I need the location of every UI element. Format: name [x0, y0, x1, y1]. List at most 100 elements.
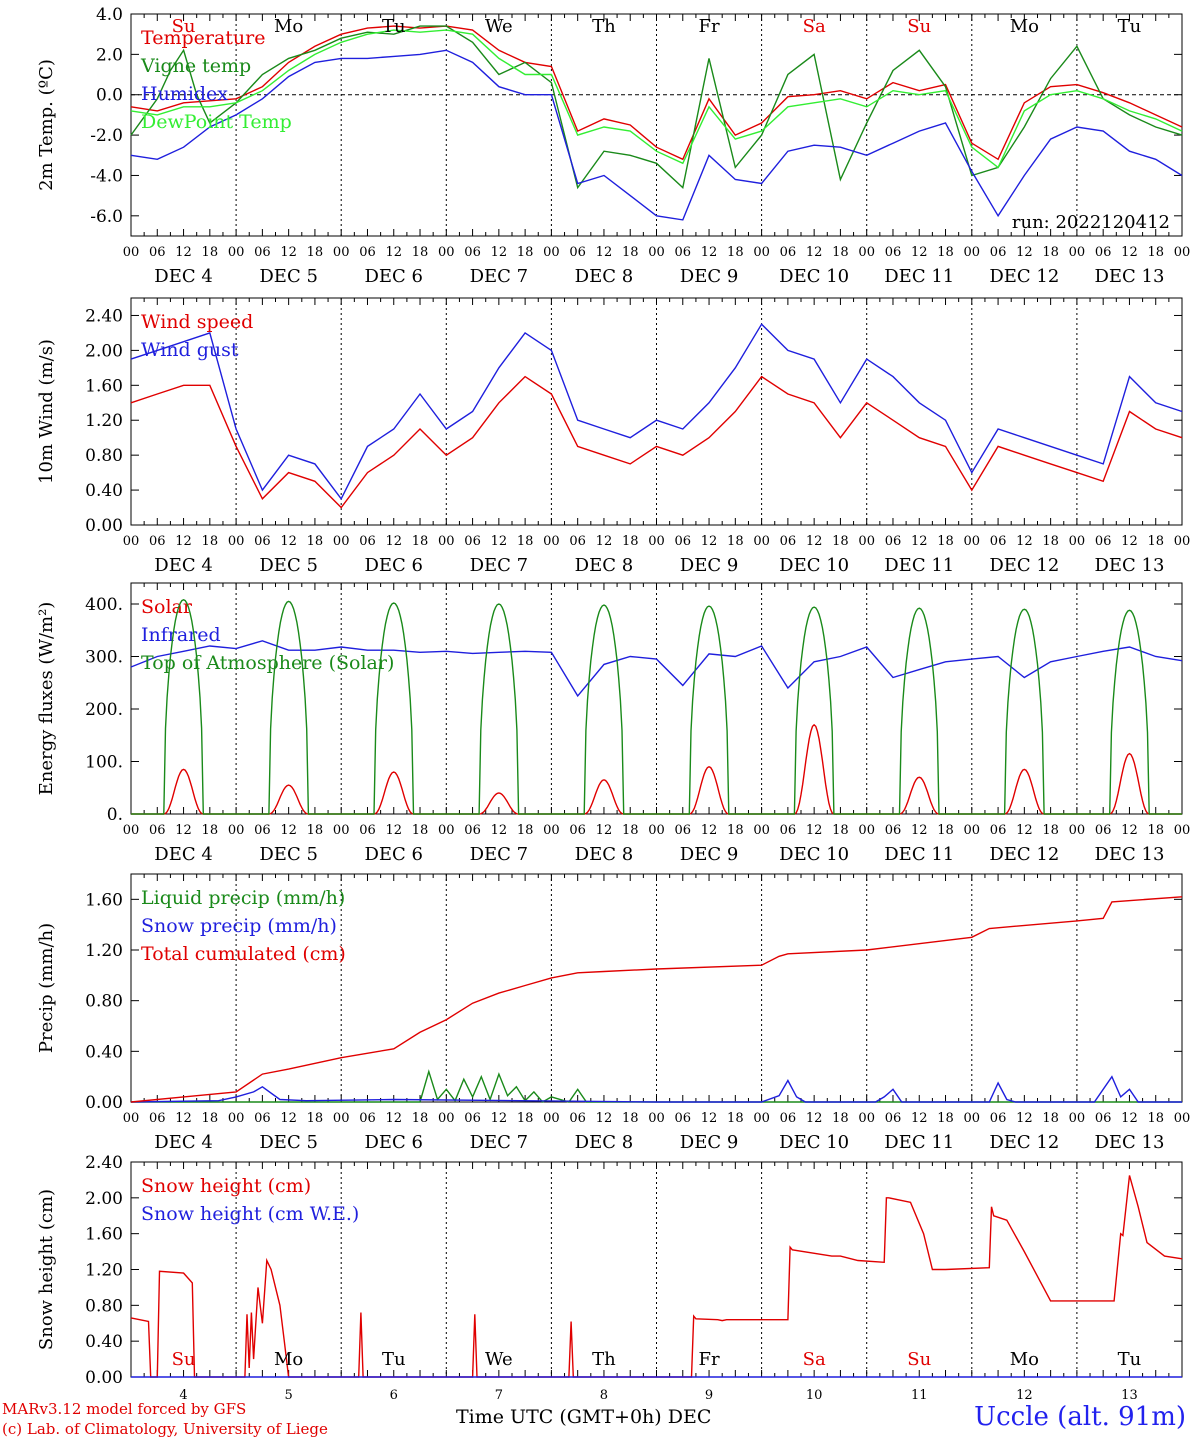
hour-tick-label: 06 — [569, 534, 586, 549]
hour-tick-label: 00 — [228, 534, 245, 549]
hour-tick-label: 12 — [596, 534, 613, 549]
series-line-wind-gust — [130, 323, 1183, 501]
day-label: DEC 8 — [575, 1132, 634, 1153]
day-label: DEC 7 — [470, 555, 529, 576]
y-tick-label: 0.40 — [85, 1332, 123, 1352]
hour-tick-label: 12 — [596, 823, 613, 838]
day-number-label: 9 — [705, 1388, 713, 1403]
hour-tick-label: 18 — [517, 245, 534, 260]
hour-tick-label: 00 — [543, 823, 560, 838]
weekday-label: Fr — [699, 1349, 720, 1370]
hour-tick-label: 00 — [858, 1111, 875, 1126]
hour-tick-label: 00 — [964, 245, 981, 260]
day-label: DEC 7 — [470, 1132, 529, 1153]
day-label: DEC 9 — [680, 266, 739, 287]
hour-tick-label: 18 — [622, 823, 639, 838]
hour-tick-label: 00 — [753, 823, 770, 838]
hour-tick-label: 06 — [885, 823, 902, 838]
weekday-label: Tu — [382, 16, 406, 37]
hour-tick-label: 06 — [359, 823, 376, 838]
hour-tick-label: 12 — [701, 823, 718, 838]
hour-tick-label: 00 — [438, 534, 455, 549]
hour-tick-label: 18 — [202, 1111, 219, 1126]
day-label: DEC 4 — [154, 1132, 213, 1153]
station-name: Uccle (alt. 91m) — [974, 1402, 1186, 1432]
day-label: DEC 9 — [680, 555, 739, 576]
hour-tick-label: 18 — [1147, 1111, 1164, 1126]
y-tick-label: 300. — [85, 648, 123, 668]
hour-tick-label: 12 — [491, 1111, 508, 1126]
hour-tick-label: 06 — [885, 534, 902, 549]
hour-tick-label: 06 — [990, 534, 1007, 549]
hour-tick-label: 06 — [149, 1111, 166, 1126]
hour-tick-label: 18 — [622, 534, 639, 549]
hour-tick-label: 06 — [149, 534, 166, 549]
hour-tick-label: 12 — [491, 823, 508, 838]
hour-tick-label: 00 — [964, 534, 981, 549]
y-tick-label: 0.80 — [85, 446, 123, 466]
hour-tick-label: 12 — [806, 245, 823, 260]
hour-tick-label: 00 — [123, 534, 140, 549]
panel-4: 0.00 0.40 0.80 1.20 1.60 Precip (mm/h) Liquid … — [36, 873, 1190, 1153]
hour-tick-label: 00 — [543, 534, 560, 549]
hour-tick-label: 00 — [543, 1111, 560, 1126]
y-tick-label: 2.40 — [85, 1153, 123, 1173]
y-tick-label: -2.0 — [90, 126, 123, 146]
legend-entry: Wind gust — [141, 339, 239, 361]
hour-tick-label: 06 — [569, 245, 586, 260]
series-line-humidex — [130, 49, 1183, 221]
hour-tick-label: 18 — [517, 1111, 534, 1126]
hour-tick-label: 06 — [1095, 534, 1112, 549]
hour-tick-label: 18 — [832, 245, 849, 260]
y-axis-label: 2m Temp. (ºC) — [36, 59, 57, 191]
day-label: DEC 13 — [1094, 555, 1164, 576]
day-label: DEC 5 — [259, 555, 318, 576]
day-label: DEC 10 — [779, 266, 849, 287]
hour-tick-label: 06 — [1095, 823, 1112, 838]
day-label: DEC 10 — [779, 1132, 849, 1153]
hour-tick-label: 06 — [1095, 245, 1112, 260]
day-label: DEC 5 — [259, 844, 318, 865]
hour-tick-label: 18 — [832, 534, 849, 549]
hour-tick-label: 12 — [1121, 1111, 1138, 1126]
hour-tick-label: 00 — [438, 823, 455, 838]
hour-tick-label: 06 — [359, 534, 376, 549]
legend-entry: Temperature — [141, 27, 265, 49]
hour-tick-label: 12 — [701, 534, 718, 549]
hour-tick-label: 00 — [333, 823, 350, 838]
panel-1: 4.0 2.0 0.0 -2.0 -4.0 -6.0 2m Temp. (ºC) Temper… — [36, 5, 1190, 287]
hour-tick-label: 18 — [517, 534, 534, 549]
hour-tick-label: 00 — [753, 1111, 770, 1126]
day-number-label: 8 — [600, 1388, 608, 1403]
day-number-label: 6 — [390, 1388, 398, 1403]
hour-tick-label: 06 — [149, 823, 166, 838]
hour-tick-label: 00 — [123, 823, 140, 838]
day-label: DEC 8 — [575, 266, 634, 287]
hour-tick-label: 06 — [464, 245, 481, 260]
hour-tick-label: 12 — [806, 823, 823, 838]
series-line-top-of-atmosphere-solar- — [131, 599, 1182, 815]
hour-tick-label: 12 — [1016, 1111, 1033, 1126]
weekday-label: We — [485, 16, 513, 37]
hour-tick-label: 00 — [438, 245, 455, 260]
hour-tick-label: 00 — [858, 534, 875, 549]
y-tick-label: 0.40 — [85, 481, 123, 501]
day-label: DEC 5 — [259, 1132, 318, 1153]
y-tick-label: -4.0 — [90, 166, 123, 186]
hour-tick-label: 00 — [543, 245, 560, 260]
series-line-dewpoint-temp — [130, 29, 1183, 169]
hour-tick-label: 00 — [858, 823, 875, 838]
hour-tick-label: 18 — [937, 823, 954, 838]
hour-tick-label: 18 — [727, 534, 744, 549]
day-label: DEC 4 — [154, 266, 213, 287]
hour-tick-label: 12 — [280, 245, 297, 260]
day-number-label: 11 — [911, 1388, 928, 1403]
hour-tick-label: 12 — [175, 823, 192, 838]
hour-tick-label: 12 — [911, 245, 928, 260]
hour-tick-label: 00 — [333, 534, 350, 549]
hour-tick-label: 00 — [753, 534, 770, 549]
hour-tick-label: 06 — [254, 534, 271, 549]
hour-tick-label: 00 — [1174, 823, 1191, 838]
hour-tick-label: 06 — [254, 1111, 271, 1126]
hour-tick-label: 06 — [569, 1111, 586, 1126]
